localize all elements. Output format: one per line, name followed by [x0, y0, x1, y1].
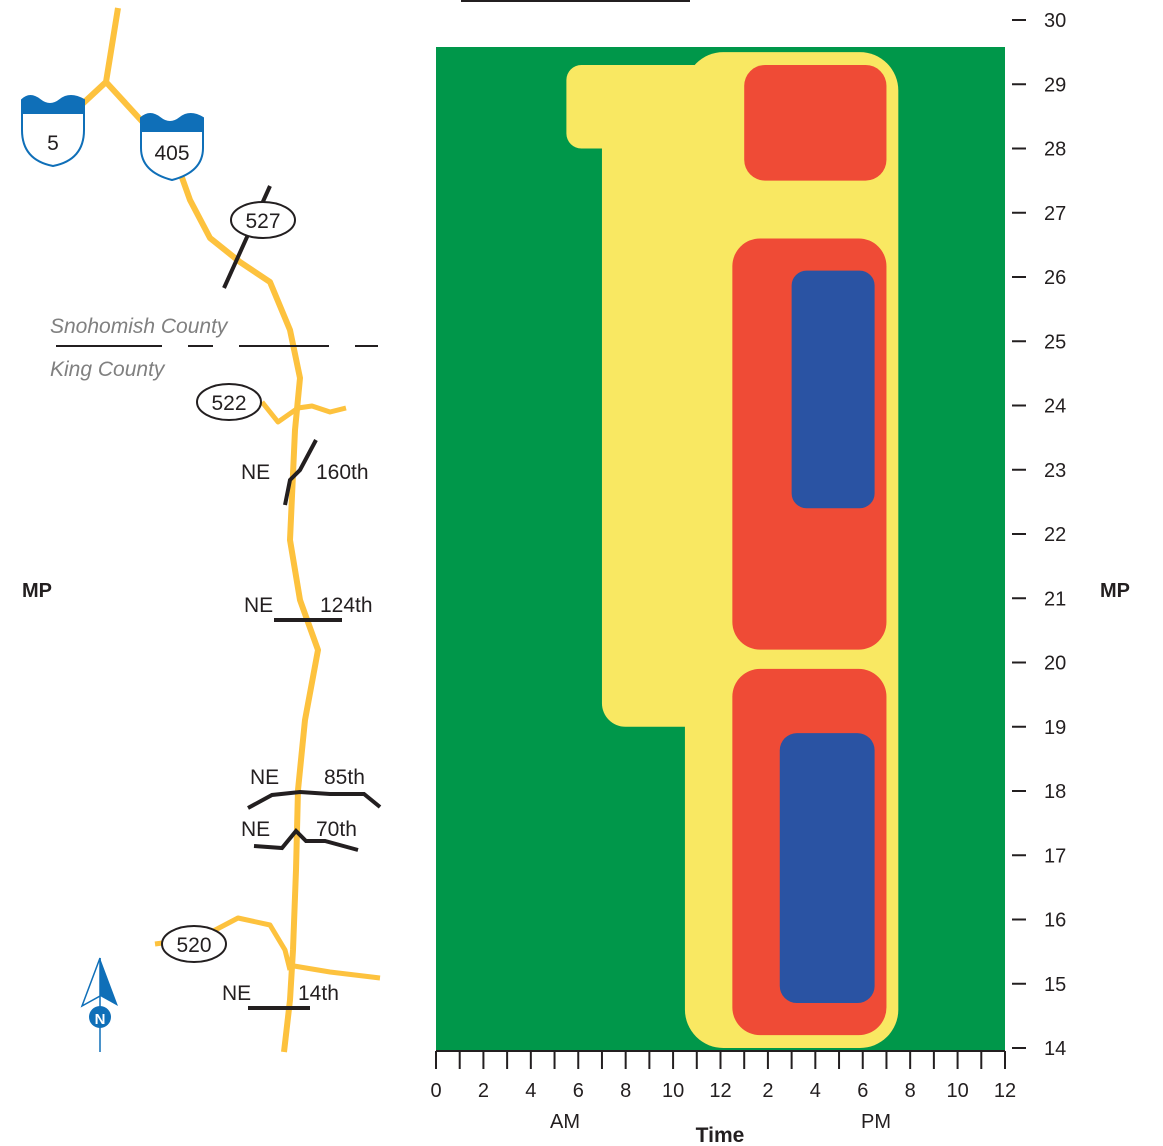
ne14th-name: 14th — [298, 982, 339, 1005]
y-tick-label: 18 — [1044, 781, 1066, 803]
ne124th-name: 124th — [320, 594, 373, 617]
y-tick-label: 23 — [1044, 460, 1066, 482]
ne85th-road — [247, 789, 382, 810]
x-tick-label: 2 — [478, 1080, 489, 1102]
y-tick-label: 14 — [1044, 1038, 1066, 1060]
y-tick-label: 27 — [1044, 203, 1066, 225]
am-label: AM — [550, 1111, 580, 1133]
sr527-marker: 527 — [230, 201, 296, 239]
sr527-label: 527 — [245, 210, 280, 233]
ne160th-road — [283, 439, 318, 506]
x-tick-label: 4 — [525, 1080, 536, 1102]
ne160th-name: 160th — [316, 461, 369, 484]
x-tick-label: 8 — [905, 1080, 916, 1102]
y-tick-label: 26 — [1044, 267, 1066, 289]
y-tick-label: 15 — [1044, 974, 1066, 996]
ne85th-name: 85th — [324, 766, 365, 789]
pm-label: PM — [861, 1111, 891, 1133]
x-tick-label: 0 — [430, 1080, 441, 1102]
x-tick-label: 4 — [810, 1080, 821, 1102]
x-axis: 0 2 4 6 8 10 12 2 4 6 8 10 12 — [430, 1050, 1016, 1102]
x-tick-label: 2 — [762, 1080, 773, 1102]
congestion-region-severe-6 — [791, 270, 875, 509]
i5-route-line — [75, 7, 121, 111]
y-axis: 14 15 16 17 18 19 20 21 22 23 24 25 26 27 28 29 30 — [1012, 10, 1066, 1060]
sr522-route-line — [260, 400, 347, 425]
x-tick-label: 10 — [662, 1080, 684, 1102]
left-mp-label: MP — [22, 580, 52, 602]
sr522-marker: 522 — [196, 383, 262, 421]
right-mp-label: MP — [1100, 580, 1130, 602]
x-tick-label: 8 — [620, 1080, 631, 1102]
i5-shield-icon: 5 — [21, 95, 85, 168]
county-south-label: King County — [50, 358, 166, 381]
y-tick-label: 22 — [1044, 524, 1066, 546]
sr522-label: 522 — [211, 392, 246, 415]
congestion-region-severe-7 — [779, 733, 875, 1004]
ne14th-prefix: NE — [222, 982, 251, 1005]
x-tick-label: 10 — [946, 1080, 968, 1102]
east-connector-line — [287, 962, 381, 981]
y-tick-label: 21 — [1044, 588, 1066, 610]
x-tick-label: 12 — [709, 1080, 731, 1102]
congestion-heatmap — [436, 47, 1005, 1051]
x-tick-label: 6 — [573, 1080, 584, 1102]
x-tick-label: 6 — [857, 1080, 868, 1102]
y-tick-label: 16 — [1044, 910, 1066, 932]
i405-shield-label: 405 — [154, 142, 189, 165]
ne124th-prefix: NE — [244, 594, 273, 617]
compass-north-icon: N — [80, 957, 118, 1052]
sr520-label: 520 — [176, 934, 211, 957]
route-map: Snohomish County King County 5 405 527 5… — [21, 7, 382, 1053]
north-arrow-label: N — [95, 1011, 106, 1028]
ne70th-road — [253, 828, 359, 852]
sr520-marker: 520 — [161, 925, 227, 963]
y-tick-label: 19 — [1044, 717, 1066, 739]
y-tick-label: 30 — [1044, 10, 1066, 32]
y-tick-label: 24 — [1044, 396, 1066, 418]
i5-shield-label: 5 — [47, 132, 59, 155]
i405-route-line — [103, 79, 321, 1053]
x-tick-label: 12 — [994, 1080, 1016, 1102]
ne70th-name: 70th — [316, 818, 357, 841]
county-north-label: Snohomish County — [50, 315, 229, 338]
i405-shield-icon: 405 — [140, 113, 204, 182]
ne85th-prefix: NE — [250, 766, 279, 789]
x-axis-title: Time — [696, 1124, 745, 1146]
y-tick-label: 28 — [1044, 139, 1066, 161]
y-tick-label: 25 — [1044, 331, 1066, 353]
ne70th-prefix: NE — [241, 818, 270, 841]
y-tick-label: 17 — [1044, 845, 1066, 867]
congestion-region-heavy-3 — [744, 64, 887, 181]
y-tick-label: 20 — [1044, 653, 1066, 675]
ne160th-prefix: NE — [241, 461, 270, 484]
congestion-regions — [566, 52, 899, 1048]
y-tick-label: 29 — [1044, 74, 1066, 96]
